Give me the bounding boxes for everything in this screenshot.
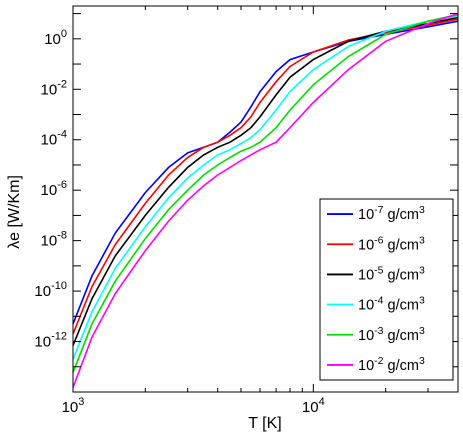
x-tick-label: 104	[302, 396, 325, 416]
y-tick-label: 10-12	[34, 331, 67, 351]
y-tick-label: 100	[44, 28, 67, 48]
y-axis-label: λe [W/Km]	[6, 175, 23, 249]
y-tick-label: 10-2	[41, 78, 67, 98]
series-line-3	[72, 16, 459, 346]
series-line-6	[72, 12, 459, 388]
legend-label-1: 10-7 g/cm3	[358, 204, 425, 223]
y-tick-label: 10-8	[41, 230, 67, 250]
legend-label-3: 10-5 g/cm3	[358, 264, 425, 283]
series-line-4	[72, 15, 459, 360]
y-tick-label: 10-10	[34, 280, 67, 300]
legend-box	[319, 198, 454, 381]
x-axis-label: T [K]	[248, 415, 282, 432]
legend-label-6: 10-2 g/cm3	[358, 355, 425, 374]
series-line-2	[72, 18, 459, 335]
legend-label-4: 10-4 g/cm3	[358, 295, 425, 314]
series-layer	[72, 12, 459, 388]
series-line-5	[72, 13, 459, 373]
legend-label-5: 10-3 g/cm3	[358, 325, 425, 344]
plot-frame	[72, 5, 459, 393]
y-tick-label: 10-4	[41, 129, 67, 149]
x-tick-label: 103	[62, 396, 85, 416]
legend-label-2: 10-6 g/cm3	[358, 234, 425, 253]
y-tick-label: 10-6	[41, 179, 67, 199]
tick-layer: 103 104 10-12 10-10 10-8 10-6 10-4 10-2 100	[34, 6, 459, 416]
legend: 10-7 g/cm3 10-6 g/cm3 10-5 g/cm3 10-4 g/cm3…	[319, 198, 454, 381]
